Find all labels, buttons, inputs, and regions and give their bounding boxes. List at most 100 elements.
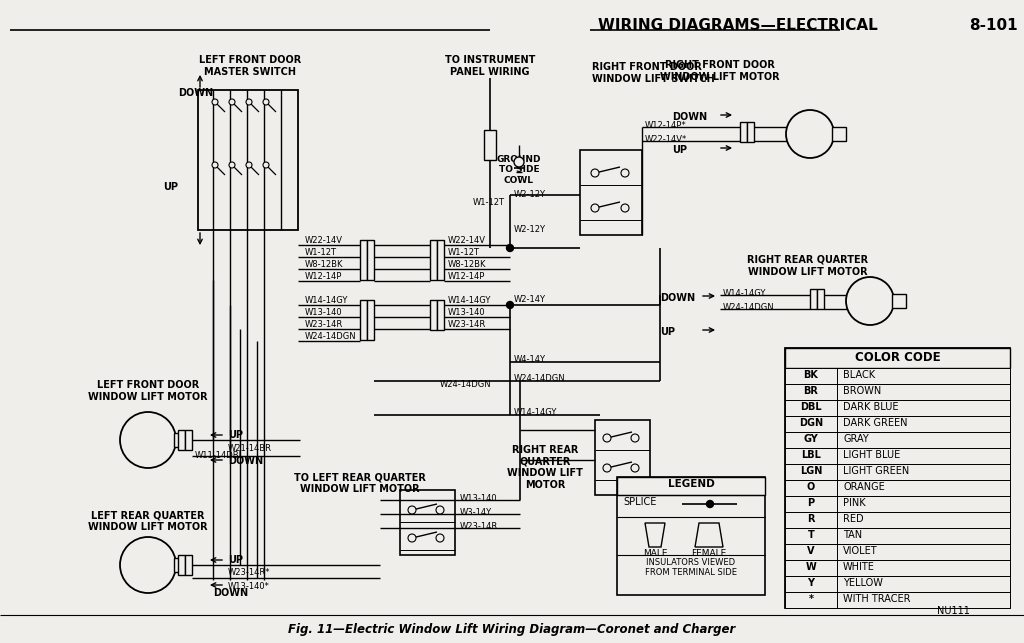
Text: WITH TRACER: WITH TRACER	[843, 594, 910, 604]
Text: W13-140: W13-140	[460, 494, 498, 503]
Bar	[617, 477, 765, 595]
Circle shape	[263, 99, 269, 105]
Text: PINK: PINK	[843, 498, 865, 508]
Text: GROUND
TO SIDE
COWL: GROUND TO SIDE COWL	[497, 155, 542, 185]
Bar	[198, 90, 298, 230]
Text: SPLICE: SPLICE	[623, 497, 656, 507]
Bar	[785, 384, 1010, 400]
Text: W13-140*: W13-140*	[228, 582, 270, 591]
Bar	[595, 420, 650, 495]
Text: W23-14R: W23-14R	[460, 522, 499, 531]
Text: W1-12T: W1-12T	[473, 198, 505, 207]
Bar	[174, 558, 188, 572]
Circle shape	[591, 204, 599, 212]
Text: TAN: TAN	[843, 530, 862, 540]
Circle shape	[229, 162, 234, 168]
Text: W12-14P: W12-14P	[449, 272, 485, 281]
Text: W23-14R: W23-14R	[305, 320, 343, 329]
Text: W23-14R*: W23-14R*	[228, 568, 270, 577]
Text: W21-14BR: W21-14BR	[228, 444, 272, 453]
Text: DOWN: DOWN	[660, 293, 695, 303]
Circle shape	[507, 302, 513, 309]
Text: ORANGE: ORANGE	[843, 482, 885, 492]
Bar	[484, 130, 496, 160]
Bar	[785, 348, 1010, 608]
Circle shape	[621, 204, 629, 212]
Text: TO INSTRUMENT
PANEL WIRING: TO INSTRUMENT PANEL WIRING	[444, 55, 536, 77]
Text: W14-14GY: W14-14GY	[723, 289, 766, 298]
Text: RIGHT REAR QUARTER
WINDOW LIFT MOTOR: RIGHT REAR QUARTER WINDOW LIFT MOTOR	[748, 255, 868, 276]
Text: RED: RED	[843, 514, 863, 524]
Text: Fig. 11—Electric Window Lift Wiring Diagram—Coronet and Charger: Fig. 11—Electric Window Lift Wiring Diag…	[289, 623, 735, 636]
Bar	[185, 430, 193, 450]
Text: P: P	[808, 498, 814, 508]
Circle shape	[212, 99, 218, 105]
Text: LIGHT BLUE: LIGHT BLUE	[843, 450, 900, 460]
Text: W13-140: W13-140	[305, 308, 343, 317]
Text: GY: GY	[804, 434, 818, 444]
Text: RIGHT FRONT DOOR
WINDOW LIFT MOTOR: RIGHT FRONT DOOR WINDOW LIFT MOTOR	[660, 60, 780, 82]
Bar	[810, 289, 817, 309]
Text: DOWN: DOWN	[672, 112, 708, 122]
Text: DGN: DGN	[799, 418, 823, 428]
Bar	[785, 512, 1010, 528]
Text: LBL: LBL	[801, 450, 821, 460]
Text: DOWN: DOWN	[213, 588, 248, 598]
Text: TO LEFT REAR QUARTER
WINDOW LIFT MOTOR: TO LEFT REAR QUARTER WINDOW LIFT MOTOR	[294, 472, 426, 494]
Circle shape	[436, 534, 444, 542]
Text: W24-14DGN: W24-14DGN	[440, 380, 492, 389]
Circle shape	[507, 244, 513, 251]
Text: W: W	[806, 562, 816, 572]
Bar	[785, 576, 1010, 592]
Text: W1-12T: W1-12T	[305, 248, 337, 257]
Text: W12-14P: W12-14P	[305, 272, 342, 281]
Text: W13-140: W13-140	[449, 308, 485, 317]
Circle shape	[603, 434, 611, 442]
Circle shape	[212, 162, 218, 168]
Circle shape	[263, 162, 269, 168]
Text: W24-14DGN: W24-14DGN	[514, 374, 565, 383]
Bar	[785, 496, 1010, 512]
Circle shape	[408, 534, 416, 542]
Circle shape	[631, 434, 639, 442]
Text: DARK BLUE: DARK BLUE	[843, 402, 898, 412]
Text: W1-12T: W1-12T	[449, 248, 480, 257]
Circle shape	[603, 464, 611, 472]
Circle shape	[621, 169, 629, 177]
Bar	[400, 490, 455, 555]
Circle shape	[707, 500, 714, 507]
Text: W14-14GY: W14-14GY	[449, 296, 492, 305]
Text: BROWN: BROWN	[843, 386, 882, 396]
Bar	[785, 464, 1010, 480]
Bar	[437, 240, 444, 280]
Text: W23-14R: W23-14R	[449, 320, 486, 329]
Bar	[785, 528, 1010, 544]
Text: LEFT FRONT DOOR
MASTER SWITCH: LEFT FRONT DOOR MASTER SWITCH	[199, 55, 301, 77]
Text: BR: BR	[804, 386, 818, 396]
Text: DOWN: DOWN	[228, 456, 263, 466]
Bar	[785, 348, 1010, 368]
Text: Y: Y	[808, 578, 814, 588]
Text: DARK GREEN: DARK GREEN	[843, 418, 907, 428]
Text: UP: UP	[672, 145, 687, 155]
Circle shape	[246, 162, 252, 168]
Text: W3-14Y: W3-14Y	[460, 508, 493, 517]
Text: GRAY: GRAY	[843, 434, 868, 444]
Circle shape	[436, 506, 444, 514]
Text: UP: UP	[228, 430, 243, 440]
Circle shape	[246, 99, 252, 105]
Bar	[785, 560, 1010, 576]
Bar	[430, 300, 437, 330]
Text: W2-14Y: W2-14Y	[514, 295, 546, 304]
Bar	[580, 150, 642, 235]
Text: RIGHT FRONT DOOR
WINDOW LIFT SWITCH: RIGHT FRONT DOOR WINDOW LIFT SWITCH	[592, 62, 715, 84]
Bar	[785, 432, 1010, 448]
Bar	[785, 592, 1010, 608]
Bar	[785, 448, 1010, 464]
Bar	[360, 240, 367, 280]
Text: W22-14V*: W22-14V*	[645, 135, 687, 144]
Text: MALE: MALE	[643, 549, 668, 558]
Bar	[360, 300, 367, 340]
Text: LEFT FRONT DOOR
WINDOW LIFT MOTOR: LEFT FRONT DOOR WINDOW LIFT MOTOR	[88, 380, 208, 402]
Circle shape	[514, 157, 524, 167]
